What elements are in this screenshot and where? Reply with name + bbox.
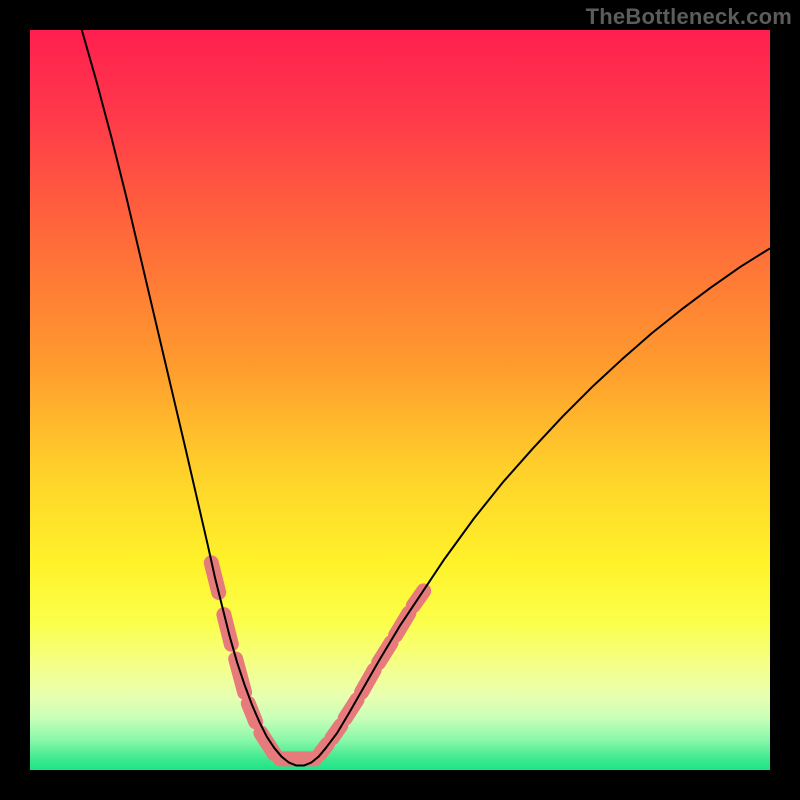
watermark-text: TheBottleneck.com <box>586 4 792 30</box>
chart-svg <box>30 30 770 770</box>
chart-background <box>30 30 770 770</box>
plot-area <box>30 30 770 770</box>
chart-frame: TheBottleneck.com <box>0 0 800 800</box>
